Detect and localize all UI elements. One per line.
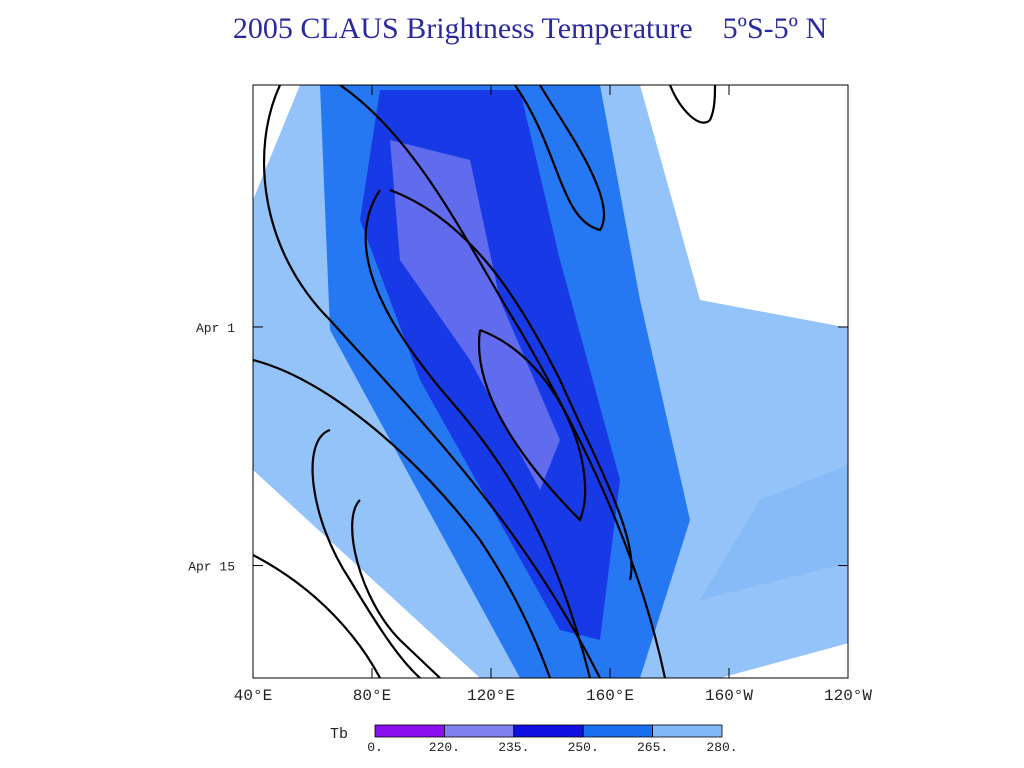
colorbar-tick-label: 280. [706,740,737,755]
x-tick-label: 80°E [353,687,391,705]
colorbar-box [652,724,723,738]
x-tick-label: 40°E [234,687,272,705]
colorbar-box [513,724,584,738]
colorbar: Tb [330,726,348,743]
colorbar-tick-label: 0. [367,740,383,755]
colorbar-box [374,724,445,738]
y-tick-label: Apr 15 [188,560,235,575]
colorbar-tick-label: 265. [637,740,668,755]
x-tick-label: 120°E [467,687,515,705]
contours [253,85,717,678]
colorbar-tick-label: 235. [498,740,529,755]
shading-core [390,140,560,490]
x-tick-label: 120°W [824,687,872,705]
field [253,85,848,678]
colorbar-tick-label: 220. [429,740,460,755]
y-tick-label: Apr 1 [196,321,235,336]
x-tick-label: 160°W [705,687,753,705]
colorbar-box [582,724,654,738]
x-tick-label: 160°E [586,687,634,705]
chart-title: 2005 CLAUS Brightness Temperature 5ºS-5º… [233,12,827,45]
plot-frame [252,84,849,679]
shading-light [700,464,848,600]
colorbar-box [443,724,515,738]
colorbar-tick-label: 250. [568,740,599,755]
colorbar-label: Tb [330,726,348,743]
